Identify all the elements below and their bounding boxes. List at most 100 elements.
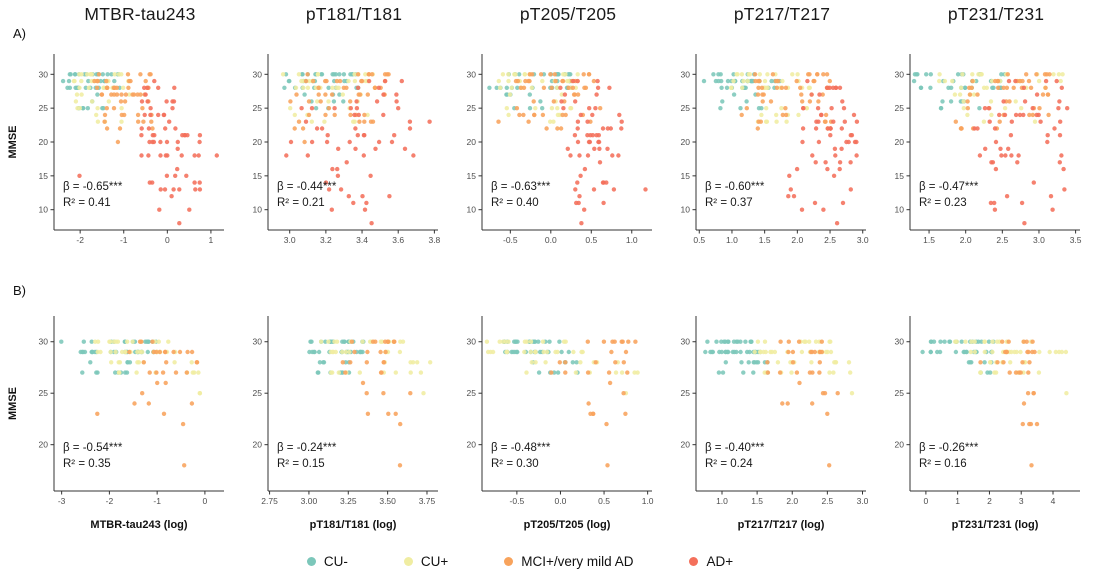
data-point — [119, 72, 124, 77]
data-point — [810, 401, 815, 406]
data-point — [549, 85, 554, 90]
y-tick-label: 20 — [681, 440, 691, 450]
data-point — [717, 349, 722, 355]
data-point — [158, 187, 163, 192]
data-point — [294, 92, 299, 97]
data-point — [89, 99, 95, 104]
data-point — [194, 360, 200, 365]
data-point — [357, 119, 362, 124]
data-point — [988, 99, 994, 104]
data-point — [521, 112, 526, 118]
r-squared-annotation: R² = 0.15 — [277, 458, 325, 470]
data-point — [355, 85, 361, 90]
y-tick-label: 15 — [895, 171, 905, 181]
data-point — [839, 126, 844, 131]
data-point — [841, 106, 847, 111]
data-point — [135, 360, 140, 365]
data-point — [837, 160, 843, 165]
data-point — [494, 85, 499, 90]
data-point — [950, 78, 955, 84]
data-point — [288, 99, 293, 104]
data-point — [196, 370, 201, 375]
data-point — [716, 370, 722, 375]
data-point — [333, 72, 338, 77]
data-point — [566, 78, 572, 84]
data-point — [745, 78, 750, 84]
data-point — [148, 112, 153, 118]
data-point — [616, 153, 621, 158]
data-point — [421, 391, 426, 396]
data-point — [324, 139, 330, 145]
data-point — [592, 146, 597, 151]
data-point — [313, 106, 319, 111]
data-point — [1059, 349, 1065, 355]
data-point — [995, 339, 1000, 344]
data-point — [335, 166, 340, 172]
data-point — [147, 139, 152, 145]
data-point — [1060, 72, 1065, 77]
data-point — [152, 78, 157, 84]
panel-title: pT231/T231 — [947, 4, 1045, 24]
data-point — [393, 370, 398, 375]
data-point — [993, 370, 999, 375]
data-point — [1057, 160, 1062, 165]
data-point — [1037, 106, 1042, 111]
x-tick-label: 2.5 — [821, 496, 833, 506]
data-point — [131, 92, 137, 97]
data-point — [760, 99, 765, 104]
data-point — [498, 85, 503, 90]
legend-dot-icon — [306, 557, 316, 566]
data-point — [334, 339, 340, 344]
data-point — [1058, 119, 1063, 124]
data-point — [369, 221, 374, 226]
data-point — [831, 119, 836, 124]
beta-annotation: β = -0.44*** — [277, 181, 337, 193]
data-point — [989, 78, 995, 84]
data-point — [157, 207, 162, 212]
data-point — [362, 119, 367, 124]
data-point — [756, 85, 761, 90]
data-point — [74, 92, 80, 97]
data-point — [374, 99, 380, 104]
data-point — [962, 85, 968, 90]
data-point — [192, 370, 197, 375]
data-point — [342, 78, 347, 84]
data-point — [989, 160, 994, 165]
data-point — [111, 106, 117, 111]
data-point — [387, 194, 392, 199]
data-point — [703, 349, 708, 355]
data-point — [938, 106, 944, 111]
data-point — [386, 72, 391, 77]
data-point — [318, 339, 324, 344]
data-point — [360, 339, 365, 344]
data-point — [521, 85, 527, 90]
data-point — [794, 370, 800, 375]
data-point — [329, 207, 334, 212]
data-point — [316, 85, 321, 90]
data-point — [177, 187, 182, 192]
data-point — [989, 112, 994, 118]
data-point — [744, 106, 749, 111]
data-point — [160, 370, 166, 375]
data-point — [759, 112, 764, 118]
data-point — [581, 72, 586, 77]
data-point — [604, 421, 609, 427]
data-point — [121, 85, 126, 90]
data-point — [113, 370, 118, 375]
panel-title-cell: pT217/T217 — [646, 4, 860, 25]
data-point — [823, 349, 829, 355]
data-point — [309, 339, 314, 344]
data-point — [517, 72, 522, 77]
data-point — [802, 339, 807, 344]
data-point — [322, 119, 327, 124]
data-point — [303, 119, 309, 124]
data-point — [533, 360, 538, 365]
data-point — [804, 106, 809, 111]
y-tick-label: 25 — [895, 388, 905, 398]
data-point — [81, 339, 87, 344]
scatter-row-a: 10 15 20 25 30 -2 -1 0 1 β = -0.65*** R² = 0.41 MMS… — [4, 44, 1082, 250]
data-point — [970, 78, 975, 84]
data-point — [1047, 72, 1052, 77]
data-point — [1026, 370, 1031, 375]
data-point — [197, 187, 203, 192]
